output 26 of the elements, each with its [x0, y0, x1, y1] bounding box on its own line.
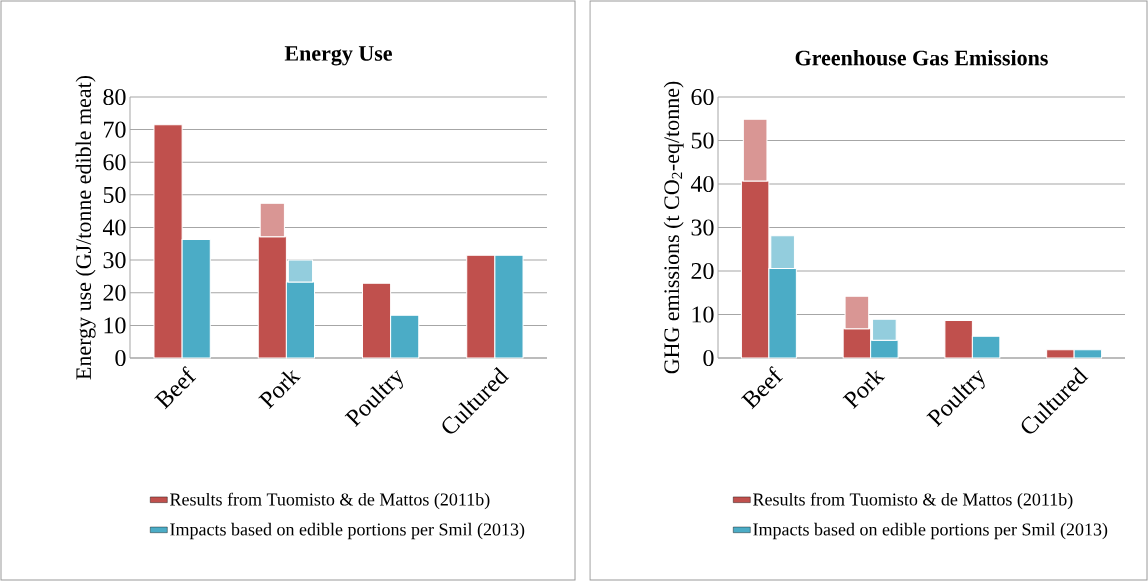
y-tick-label: 30 [691, 219, 714, 236]
y-tick-label: 0 [703, 349, 714, 367]
chart-title: Greenhouse Gas Emissions [795, 49, 1048, 66]
x-tick-label: Pork [258, 370, 301, 410]
legend-label: Impacts based on edible portions per Smil (2013) [753, 522, 1108, 540]
y-tick-label: 80 [103, 88, 126, 106]
y-tick-label: 0 [115, 349, 126, 367]
chart-title: Energy Use [284, 46, 392, 66]
y-axis-title: GHG emissions (t CO$_{2}$-eq/tonne) [663, 81, 684, 374]
y-tick-label: 60 [103, 154, 126, 171]
y-tick-label: 30 [103, 252, 126, 269]
y-tick-label: 50 [691, 132, 714, 149]
y-tick-label: 50 [103, 186, 126, 203]
legend-label: Impacts based on edible portions per Smil (2013) [170, 522, 525, 540]
y-tick-label: 40 [102, 219, 126, 236]
y-tick-label: 10 [692, 306, 714, 323]
x-tick-label: Pork [842, 370, 886, 410]
y-axis-title: Energy use (GJ/tonne edible meat) [75, 75, 96, 380]
y-tick-label: 10 [104, 317, 126, 334]
y-tick-label: 20 [103, 284, 126, 301]
y-tick-label: 40 [690, 175, 714, 193]
legend-label: Results from Tuomisto & de Mattos (2011b) [753, 492, 1073, 510]
y-tick-label: 60 [691, 88, 714, 106]
y-tick-label: 20 [691, 262, 714, 280]
legend-label: Results from Tuomisto & de Mattos (2011b) [170, 492, 490, 510]
y-tick-label: 70 [104, 121, 126, 138]
